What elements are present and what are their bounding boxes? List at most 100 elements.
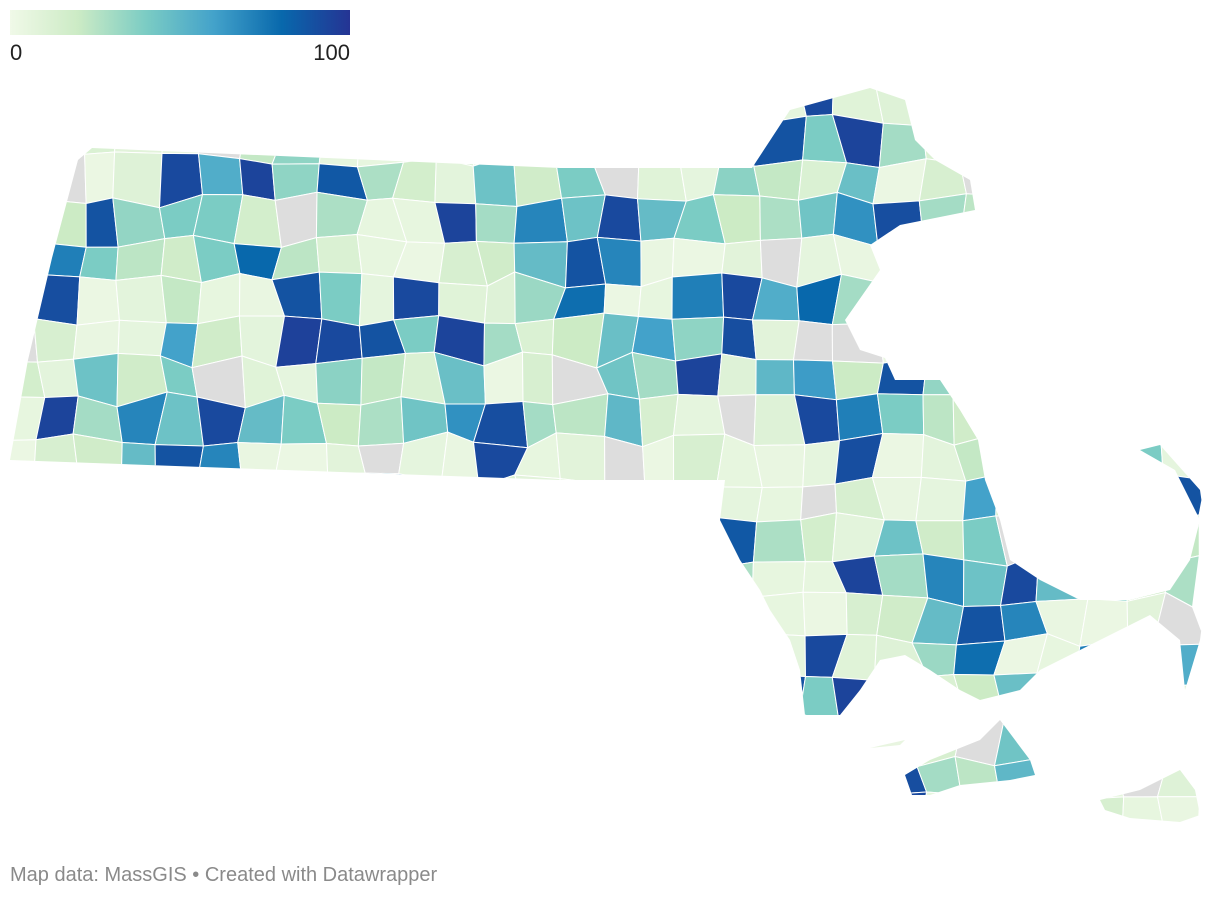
town-region[interactable] xyxy=(1033,436,1083,484)
elizabeth-islands[interactable] xyxy=(870,740,905,748)
town-region[interactable] xyxy=(1075,235,1114,288)
town-region[interactable] xyxy=(802,440,841,488)
town-region[interactable] xyxy=(315,233,363,275)
town-region[interactable] xyxy=(312,760,364,796)
town-region[interactable] xyxy=(1034,754,1084,808)
town-region[interactable] xyxy=(160,79,198,125)
town-region[interactable] xyxy=(1159,157,1203,198)
town-region[interactable] xyxy=(838,721,889,762)
town-region[interactable] xyxy=(918,791,962,844)
town-region[interactable] xyxy=(354,712,408,762)
town-region[interactable] xyxy=(511,600,565,634)
town-region[interactable] xyxy=(157,635,205,684)
town-region[interactable] xyxy=(35,241,87,278)
town-region[interactable] xyxy=(1118,152,1169,198)
town-region[interactable] xyxy=(1111,721,1169,761)
town-region[interactable] xyxy=(1157,393,1205,441)
town-region[interactable] xyxy=(634,682,683,719)
town-region[interactable] xyxy=(835,393,884,442)
town-region[interactable] xyxy=(992,232,1047,282)
town-region[interactable] xyxy=(792,320,834,362)
town-region[interactable] xyxy=(0,798,44,843)
town-region[interactable] xyxy=(877,246,925,284)
town-region[interactable] xyxy=(239,157,276,202)
town-region[interactable] xyxy=(632,793,684,840)
town-region[interactable] xyxy=(312,674,368,715)
town-region[interactable] xyxy=(155,562,201,607)
town-region[interactable] xyxy=(117,591,159,647)
town-region[interactable] xyxy=(312,599,365,645)
town-region[interactable] xyxy=(197,441,244,487)
town-region[interactable] xyxy=(876,356,928,396)
town-region[interactable] xyxy=(1079,598,1129,647)
town-region[interactable] xyxy=(43,715,84,756)
town-region[interactable] xyxy=(875,76,924,127)
town-region[interactable] xyxy=(1118,439,1164,485)
town-region[interactable] xyxy=(1078,73,1127,126)
town-region[interactable] xyxy=(285,555,326,607)
town-region[interactable] xyxy=(1032,73,1082,126)
town-region[interactable] xyxy=(81,715,129,765)
town-region[interactable] xyxy=(515,75,560,128)
town-region[interactable] xyxy=(1160,437,1207,481)
town-region[interactable] xyxy=(33,76,80,126)
town-region[interactable] xyxy=(792,359,837,401)
town-region[interactable] xyxy=(521,351,554,406)
town-region[interactable] xyxy=(514,753,557,804)
town-region[interactable] xyxy=(433,680,485,724)
town-region[interactable] xyxy=(918,76,963,127)
town-region[interactable] xyxy=(279,75,325,127)
town-region[interactable] xyxy=(952,351,1004,402)
town-region[interactable] xyxy=(1072,363,1126,408)
town-region[interactable] xyxy=(753,444,806,489)
town-region[interactable] xyxy=(551,117,603,163)
town-region[interactable] xyxy=(1036,279,1088,324)
town-region[interactable] xyxy=(1159,77,1208,121)
town-region[interactable] xyxy=(1157,354,1203,401)
town-region[interactable] xyxy=(33,433,79,477)
town-region[interactable] xyxy=(553,714,606,766)
town-region[interactable] xyxy=(35,514,86,569)
town-region[interactable] xyxy=(357,442,405,475)
town-region[interactable] xyxy=(152,517,208,567)
town-region[interactable] xyxy=(363,634,408,685)
town-region[interactable] xyxy=(398,473,445,528)
town-region[interactable] xyxy=(273,675,326,721)
town-region[interactable] xyxy=(551,794,608,838)
town-region[interactable] xyxy=(915,476,967,522)
town-region[interactable] xyxy=(1002,315,1038,358)
town-region[interactable] xyxy=(475,203,518,244)
town-region[interactable] xyxy=(997,191,1047,239)
town-region[interactable] xyxy=(873,553,929,599)
town-region[interactable] xyxy=(1152,241,1206,278)
town-region[interactable] xyxy=(1074,638,1129,687)
town-region[interactable] xyxy=(0,598,47,645)
town-region[interactable] xyxy=(517,631,567,677)
town-region[interactable] xyxy=(35,198,87,248)
town-region[interactable] xyxy=(1074,679,1121,723)
town-region[interactable] xyxy=(997,166,1042,197)
town-region[interactable] xyxy=(1152,273,1196,326)
town-region[interactable] xyxy=(4,198,41,243)
town-region[interactable] xyxy=(638,516,688,564)
town-region[interactable] xyxy=(955,111,1006,168)
town-region[interactable] xyxy=(33,474,86,518)
town-region[interactable] xyxy=(632,76,680,129)
town-region[interactable] xyxy=(635,594,674,646)
town-region[interactable] xyxy=(1072,401,1126,447)
town-region[interactable] xyxy=(242,677,281,725)
town-region[interactable] xyxy=(721,316,757,361)
town-region[interactable] xyxy=(835,792,877,847)
town-region[interactable] xyxy=(0,715,49,763)
town-region[interactable] xyxy=(958,193,1000,247)
town-region[interactable] xyxy=(553,478,606,513)
town-region[interactable] xyxy=(1037,164,1083,205)
town-region[interactable] xyxy=(318,472,366,520)
town-region[interactable] xyxy=(755,674,807,728)
town-region[interactable] xyxy=(35,567,81,605)
town-region[interactable] xyxy=(876,393,925,436)
town-region[interactable] xyxy=(319,554,357,605)
town-region[interactable] xyxy=(514,714,557,764)
town-region[interactable] xyxy=(1111,473,1164,529)
town-region[interactable] xyxy=(285,603,326,648)
